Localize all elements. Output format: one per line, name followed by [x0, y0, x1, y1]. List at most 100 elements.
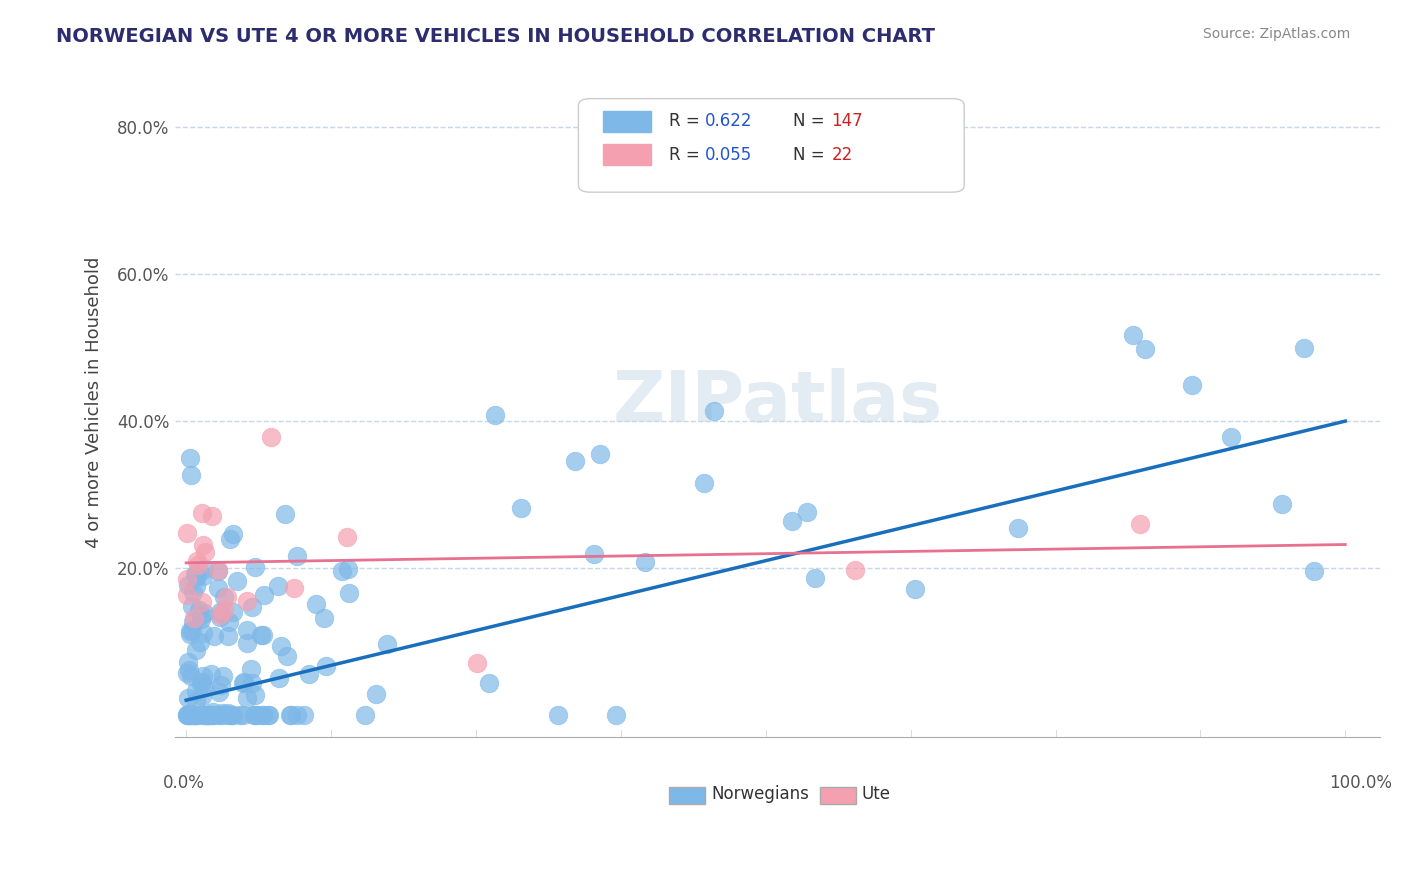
Point — [1133, 342, 1156, 356]
Point — [269, 672, 291, 686]
Text: 22: 22 — [831, 145, 853, 164]
Text: 100.0%: 100.0% — [1329, 773, 1392, 792]
Point — [194, 545, 217, 559]
Point — [478, 675, 501, 690]
Point — [184, 568, 207, 582]
Point — [194, 707, 217, 722]
Point — [235, 690, 257, 705]
Point — [253, 588, 276, 602]
Point — [183, 707, 205, 722]
Point — [605, 707, 627, 722]
Bar — [603, 144, 651, 165]
Point — [246, 707, 269, 722]
Point — [193, 538, 215, 552]
Point — [184, 567, 207, 582]
Y-axis label: 4 or more Vehicles in Household: 4 or more Vehicles in Household — [86, 257, 103, 549]
Point — [201, 508, 224, 523]
Point — [176, 526, 198, 541]
Point — [211, 706, 233, 720]
Point — [364, 687, 387, 701]
Point — [201, 707, 224, 722]
Point — [186, 643, 208, 657]
Point — [209, 678, 232, 692]
Point — [193, 562, 215, 576]
Point — [193, 681, 215, 695]
Point — [693, 476, 716, 491]
Point — [240, 662, 263, 676]
Point — [225, 574, 247, 588]
Point — [181, 585, 204, 599]
Point — [217, 706, 239, 720]
Point — [236, 593, 259, 607]
Point — [354, 707, 377, 722]
Point — [465, 656, 488, 670]
Point — [305, 597, 328, 611]
Point — [187, 707, 209, 722]
Point — [179, 707, 201, 722]
Point — [243, 707, 266, 722]
Point — [242, 600, 264, 615]
Point — [183, 707, 205, 722]
Point — [218, 707, 240, 722]
Point — [236, 623, 259, 637]
Point — [186, 694, 208, 708]
Point — [250, 628, 273, 642]
Point — [202, 705, 225, 719]
Point — [312, 611, 335, 625]
Point — [208, 684, 231, 698]
Point — [1007, 521, 1029, 535]
Point — [298, 667, 321, 681]
Point — [183, 707, 205, 722]
Point — [1219, 430, 1241, 444]
Point — [510, 500, 533, 515]
Point — [177, 706, 200, 721]
Point — [181, 599, 204, 613]
Bar — [603, 111, 651, 132]
Point — [207, 581, 229, 595]
Point — [221, 707, 243, 722]
Point — [186, 568, 208, 582]
Point — [181, 707, 204, 722]
Point — [228, 707, 250, 722]
Point — [232, 676, 254, 690]
Point — [180, 468, 202, 483]
Point — [214, 590, 236, 604]
Point — [252, 628, 274, 642]
Point — [1122, 327, 1144, 342]
Point — [315, 659, 337, 673]
Point — [207, 563, 229, 577]
Text: N =: N = — [793, 112, 830, 130]
Point — [177, 663, 200, 677]
Point — [191, 506, 214, 520]
Point — [267, 579, 290, 593]
Point — [589, 447, 612, 461]
Point — [193, 606, 215, 620]
Point — [176, 572, 198, 586]
Point — [221, 707, 243, 722]
Point — [292, 707, 315, 722]
Point — [214, 603, 236, 617]
Point — [844, 563, 866, 577]
Text: Norwegians: Norwegians — [711, 785, 808, 803]
Point — [236, 636, 259, 650]
Point — [1181, 378, 1204, 392]
Text: NORWEGIAN VS UTE 4 OR MORE VEHICLES IN HOUSEHOLD CORRELATION CHART: NORWEGIAN VS UTE 4 OR MORE VEHICLES IN H… — [56, 27, 935, 45]
Point — [217, 628, 239, 642]
Point — [564, 454, 586, 468]
Point — [1303, 564, 1326, 578]
Point — [232, 707, 254, 722]
Point — [184, 684, 207, 698]
Point — [337, 562, 360, 576]
Point — [276, 648, 298, 663]
Point — [195, 707, 218, 722]
Point — [190, 595, 212, 609]
Point — [176, 588, 198, 602]
Point — [176, 707, 198, 722]
Point — [181, 615, 204, 629]
Point — [180, 669, 202, 683]
Point — [207, 564, 229, 578]
Point — [215, 590, 238, 604]
Point — [250, 707, 273, 722]
Text: ZIPatlas: ZIPatlas — [612, 368, 942, 437]
Point — [375, 636, 398, 650]
